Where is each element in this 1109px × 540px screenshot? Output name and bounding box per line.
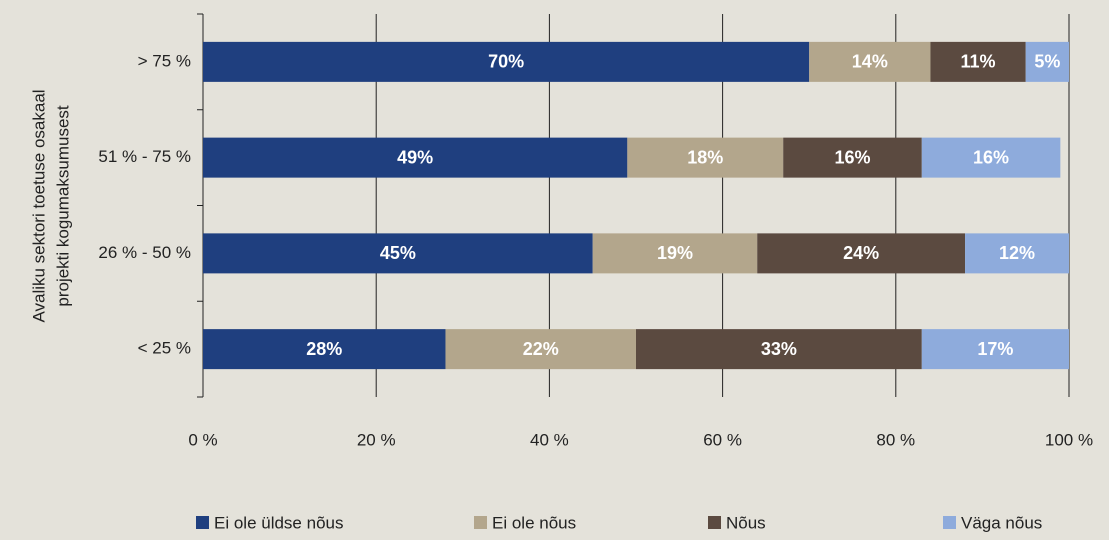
bar-segment bbox=[921, 137, 1061, 178]
legend-swatch bbox=[708, 516, 721, 529]
y-axis-label: projekti kogumaksumusest bbox=[53, 105, 72, 307]
bar-segment bbox=[627, 137, 784, 178]
bar-segment bbox=[203, 329, 446, 370]
y-tick-label: 51 % - 75 % bbox=[98, 147, 191, 166]
legend-label: Nõus bbox=[726, 513, 766, 532]
value-label: 70% bbox=[488, 52, 524, 72]
value-label: 18% bbox=[687, 147, 723, 167]
value-label: 14% bbox=[852, 52, 888, 72]
bar-segment bbox=[592, 233, 758, 274]
value-label: 24% bbox=[843, 243, 879, 263]
legend-label: Ei ole üldse nõus bbox=[214, 513, 343, 532]
x-tick-label: 100 % bbox=[1045, 430, 1093, 449]
x-tick-label: 40 % bbox=[530, 430, 569, 449]
x-tick-label: 60 % bbox=[703, 430, 742, 449]
x-tick-label: 20 % bbox=[357, 430, 396, 449]
y-axis-label: Avaliku sektori toetuse osakaal bbox=[29, 89, 48, 322]
value-label: 16% bbox=[834, 147, 870, 167]
value-label: 45% bbox=[380, 243, 416, 263]
value-label: 49% bbox=[397, 147, 433, 167]
bar-segment bbox=[203, 41, 810, 82]
bar-segment bbox=[636, 329, 922, 370]
bar-segment bbox=[921, 329, 1069, 370]
bar-segment bbox=[965, 233, 1069, 274]
value-label: 33% bbox=[761, 339, 797, 359]
value-label: 19% bbox=[657, 243, 693, 263]
bar-segment bbox=[203, 233, 593, 274]
legend-swatch bbox=[474, 516, 487, 529]
bar-segment bbox=[783, 137, 922, 178]
bar-segment bbox=[809, 41, 931, 82]
legend-swatch bbox=[943, 516, 956, 529]
value-label: 17% bbox=[977, 339, 1013, 359]
value-label: 28% bbox=[306, 339, 342, 359]
legend-label: Ei ole nõus bbox=[492, 513, 576, 532]
legend-swatch bbox=[196, 516, 209, 529]
y-tick-label: 26 % - 50 % bbox=[98, 243, 191, 262]
bar-segment bbox=[203, 137, 628, 178]
value-label: 16% bbox=[973, 147, 1009, 167]
x-tick-label: 0 % bbox=[188, 430, 217, 449]
legend-label: Väga nõus bbox=[961, 513, 1042, 532]
value-label: 12% bbox=[999, 243, 1035, 263]
value-label: 22% bbox=[523, 339, 559, 359]
value-label: 5% bbox=[1034, 52, 1060, 72]
bar-segment bbox=[445, 329, 636, 370]
y-tick-label: < 25 % bbox=[138, 339, 191, 358]
bar-segment bbox=[1025, 41, 1069, 82]
y-tick-label: > 75 % bbox=[138, 51, 191, 70]
x-tick-label: 80 % bbox=[876, 430, 915, 449]
bar-segment bbox=[757, 233, 966, 274]
bar-segment bbox=[930, 41, 1026, 82]
value-label: 11% bbox=[961, 52, 996, 72]
